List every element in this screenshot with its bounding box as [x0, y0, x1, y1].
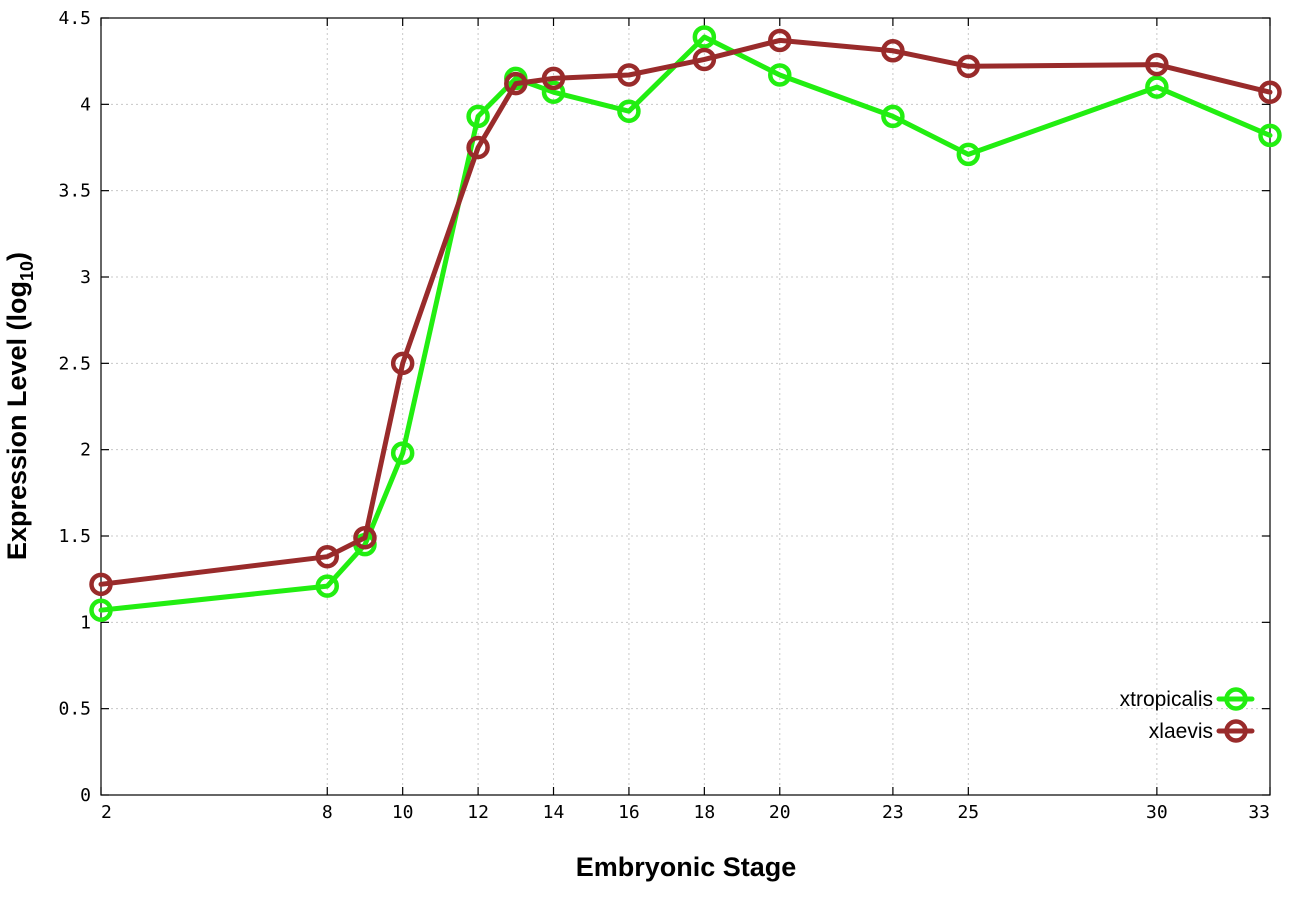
data-point-xlaevis	[692, 47, 717, 72]
x-tick-labels: 2 8 10 12 14 16 18 20 23 25 30 33	[101, 802, 1270, 823]
legend-label-xtropicalis: xtropicalis	[1120, 688, 1213, 711]
x-axis-title: Embryonic Stage	[576, 852, 797, 882]
y-tick-label: 3	[80, 267, 91, 288]
y-tick-labels: 0 0.5 1 1.5 2 2.5 3 3.5 4 4.5	[58, 8, 91, 806]
y-tick-label: 4.5	[58, 8, 91, 29]
series-group	[89, 25, 1282, 622]
axis-ticks	[100, 17, 1271, 796]
data-point-xlaevis	[768, 28, 792, 53]
data-point-xtropicalis	[617, 99, 641, 123]
data-point-xlaevis	[1258, 80, 1282, 104]
x-tick-label: 23	[882, 802, 904, 823]
x-tick-label: 2	[101, 802, 112, 823]
data-point-xlaevis	[89, 572, 113, 597]
series-line-xlaevis	[98, 37, 1273, 587]
data-point-xtropicalis	[390, 441, 415, 465]
x-tick-label: 18	[694, 802, 716, 823]
y-axis-title-suffix: )	[2, 252, 32, 261]
y-tick-label: 2	[80, 440, 91, 461]
data-point-xtropicalis	[541, 80, 566, 104]
data-point-xtropicalis	[1145, 75, 1169, 99]
data-point-xlaevis	[353, 525, 377, 550]
data-point-xlaevis	[541, 66, 566, 91]
legend-swatch-point-xtropicalis	[1224, 687, 1248, 711]
y-axis-title-main: Expression Level (log	[2, 281, 32, 560]
data-point-xlaevis	[466, 135, 490, 160]
legend-label-xlaevis: xlaevis	[1149, 720, 1213, 743]
data-point-xlaevis	[315, 544, 340, 569]
series-xlaevis	[89, 28, 1282, 597]
y-tick-label: 0.5	[58, 699, 91, 720]
data-point-xtropicalis	[881, 104, 905, 129]
y-tick-label: 2.5	[58, 353, 91, 374]
x-tick-label: 33	[1248, 802, 1270, 823]
x-tick-label: 10	[392, 802, 414, 823]
data-point-xlaevis	[881, 39, 905, 63]
data-point-xtropicalis	[1258, 123, 1282, 148]
x-tick-label: 25	[957, 802, 979, 823]
x-tick-label: 12	[467, 802, 489, 823]
legend: xtropicalis xlaevis	[1120, 687, 1255, 743]
data-point-xlaevis	[956, 54, 981, 79]
data-point-xlaevis	[1145, 52, 1169, 77]
x-tick-label: 20	[769, 802, 791, 823]
data-point-xtropicalis	[466, 104, 490, 129]
data-point-xtropicalis	[768, 63, 792, 87]
x-tick-label: 8	[322, 802, 333, 823]
data-point-xtropicalis	[89, 598, 113, 622]
data-point-xlaevis	[504, 71, 528, 96]
y-tick-label: 1.5	[58, 526, 91, 547]
y-tick-label: 0	[80, 785, 91, 806]
x-tick-label: 30	[1146, 802, 1168, 823]
data-point-xlaevis	[617, 63, 641, 87]
x-tick-label: 16	[618, 802, 640, 823]
y-axis-title: Expression Level (log10)	[2, 252, 37, 560]
grid-lines	[101, 18, 1270, 795]
data-point-xtropicalis	[692, 25, 717, 49]
y-axis-title-subscript: 10	[17, 261, 37, 281]
x-tick-label: 14	[543, 802, 565, 823]
data-point-xtropicalis	[956, 142, 981, 167]
legend-swatch-point-xlaevis	[1224, 719, 1248, 743]
series-xtropicalis	[89, 25, 1282, 622]
y-tick-label: 3.5	[58, 181, 91, 202]
plot-frame	[100, 17, 1271, 796]
data-point-xtropicalis	[315, 574, 340, 598]
series-line-xtropicalis	[98, 34, 1273, 613]
data-point-xlaevis	[390, 351, 415, 376]
y-tick-label: 4	[80, 94, 91, 115]
y-tick-label: 1	[80, 612, 91, 633]
